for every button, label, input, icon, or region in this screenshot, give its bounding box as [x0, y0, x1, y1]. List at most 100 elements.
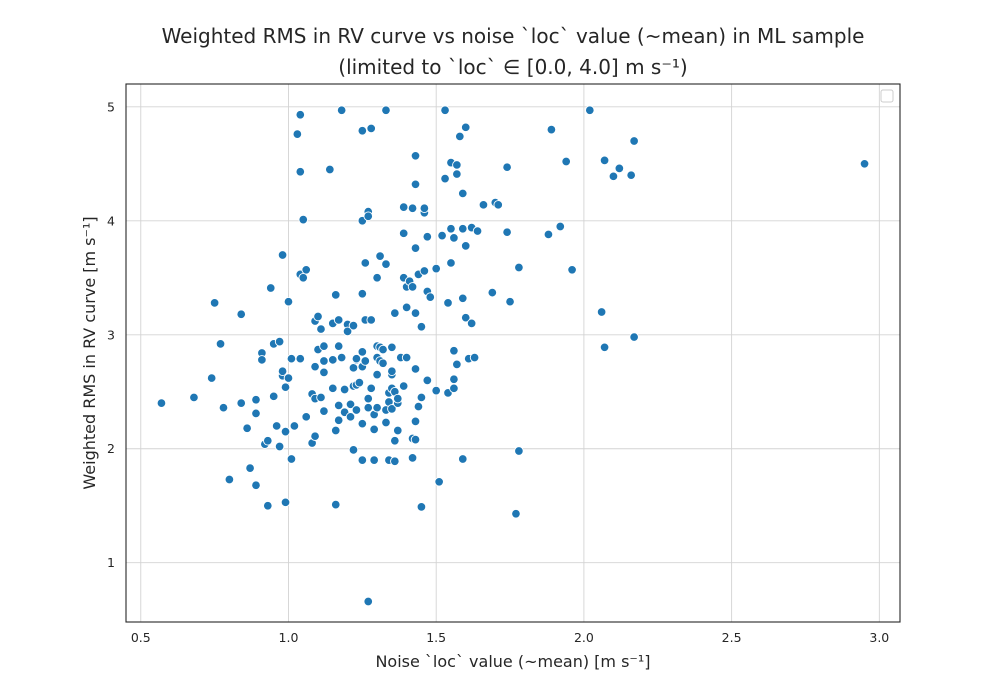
x-tick-label: 3.0 — [869, 630, 889, 645]
data-point — [514, 262, 524, 273]
x-tick-label: 2.0 — [574, 630, 594, 645]
y-tick-label: 2 — [107, 441, 115, 456]
data-point — [434, 477, 444, 487]
data-point — [345, 412, 356, 422]
data-point — [363, 211, 373, 221]
data-point — [266, 283, 276, 293]
data-point — [407, 453, 418, 463]
x-tick-labels: 0.5 1.0 1.5 2.0 2.5 3.0 — [131, 630, 889, 645]
data-point — [280, 497, 291, 508]
data-point — [277, 366, 288, 376]
data-point — [218, 402, 229, 413]
data-point — [369, 455, 379, 465]
data-point — [333, 415, 344, 426]
data-point — [567, 265, 577, 275]
data-point — [310, 361, 320, 372]
data-point — [301, 412, 311, 422]
data-point — [372, 369, 382, 380]
data-point — [280, 382, 291, 392]
data-point — [330, 425, 341, 436]
data-point — [298, 273, 309, 283]
data-point — [286, 353, 297, 364]
data-point — [401, 352, 412, 363]
data-point — [431, 263, 441, 274]
data-point — [449, 383, 459, 394]
data-point — [387, 404, 397, 414]
data-point — [360, 258, 371, 268]
data-point — [319, 367, 329, 378]
data-point — [257, 355, 267, 365]
data-point — [319, 406, 329, 416]
y-tick-label: 3 — [107, 327, 115, 342]
data-point — [209, 298, 220, 308]
data-point — [378, 358, 388, 369]
data-point — [357, 288, 368, 299]
data-point — [419, 266, 430, 276]
data-point — [251, 394, 261, 405]
data-point — [351, 353, 362, 364]
data-point — [493, 200, 503, 210]
y-tick-label: 4 — [107, 213, 115, 228]
data-point — [393, 393, 403, 404]
data-point — [363, 393, 373, 404]
data-point — [437, 230, 447, 241]
data-point — [251, 480, 261, 490]
data-point — [555, 221, 566, 232]
data-point — [316, 392, 326, 403]
data-point — [289, 421, 300, 431]
data-point — [410, 243, 421, 253]
data-point — [283, 296, 294, 307]
data-point — [390, 456, 400, 467]
data-point — [366, 383, 376, 394]
data-point — [511, 508, 521, 519]
data-point — [629, 136, 639, 146]
data-point — [301, 265, 311, 275]
data-point — [487, 287, 498, 298]
data-point — [431, 385, 441, 396]
data-point — [381, 417, 391, 428]
data-point — [348, 363, 359, 373]
y-tick-labels: 1 2 3 4 5 — [107, 99, 115, 570]
data-point — [410, 364, 421, 374]
data-point — [413, 401, 424, 412]
data-point — [280, 426, 291, 437]
data-point — [336, 105, 347, 115]
data-point — [271, 421, 282, 431]
data-point — [422, 375, 433, 386]
data-point — [452, 169, 462, 179]
data-point — [398, 381, 409, 391]
data-point — [333, 341, 344, 351]
data-point — [372, 402, 382, 413]
data-point — [502, 227, 512, 237]
data-point — [251, 408, 261, 419]
data-point — [410, 151, 421, 161]
data-point — [328, 355, 338, 365]
data-point — [310, 431, 320, 441]
data-point — [449, 374, 459, 384]
data-point — [263, 436, 273, 446]
data-point — [342, 326, 353, 337]
data-point — [242, 423, 252, 433]
data-point — [277, 250, 288, 260]
data-point — [546, 124, 557, 135]
data-point — [387, 342, 397, 353]
data-point — [215, 339, 226, 349]
data-point — [363, 402, 373, 413]
data-point — [336, 352, 347, 363]
data-point — [452, 160, 462, 170]
data-point — [440, 105, 450, 115]
grid-lines — [126, 84, 900, 622]
data-point — [345, 399, 356, 410]
data-point — [407, 203, 418, 213]
data-point — [357, 125, 368, 136]
data-point — [585, 105, 595, 115]
data-point — [410, 416, 421, 427]
data-point — [381, 259, 391, 269]
data-point — [466, 318, 477, 329]
data-point — [387, 366, 397, 376]
data-point — [378, 344, 388, 355]
data-point — [859, 159, 870, 169]
data-point — [357, 455, 368, 465]
data-point — [452, 359, 462, 370]
